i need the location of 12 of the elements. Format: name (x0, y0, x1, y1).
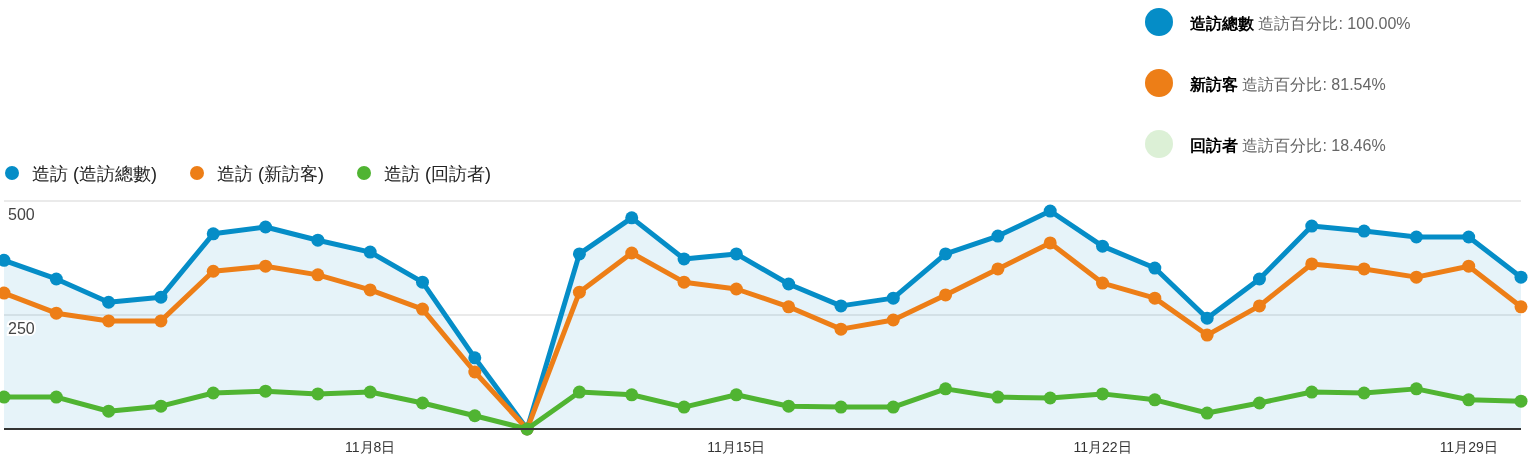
text: 造訪總數 造訪百分比: 100.00% (1190, 15, 1411, 32)
text: 回訪者 造訪百分比: 18.46% (1190, 137, 1386, 154)
legend-label: 造訪 (回訪者) (384, 164, 491, 184)
text: 新訪客 造訪百分比: 81.54% (1189, 75, 1386, 93)
legend-label: 造訪 (新訪客) (217, 164, 324, 184)
x-tick-label: 11月29日 (1439, 439, 1498, 455)
x-tick-label: 11月15日 (707, 439, 766, 455)
x-tick-label: 11月22日 (1073, 439, 1132, 455)
x-tick-label: 11月8日 (345, 439, 396, 455)
y-tick-label: 500 (8, 206, 35, 223)
legend-label: 造訪 (造訪總數) (32, 164, 157, 184)
y-tick-label: 250 (8, 320, 35, 337)
